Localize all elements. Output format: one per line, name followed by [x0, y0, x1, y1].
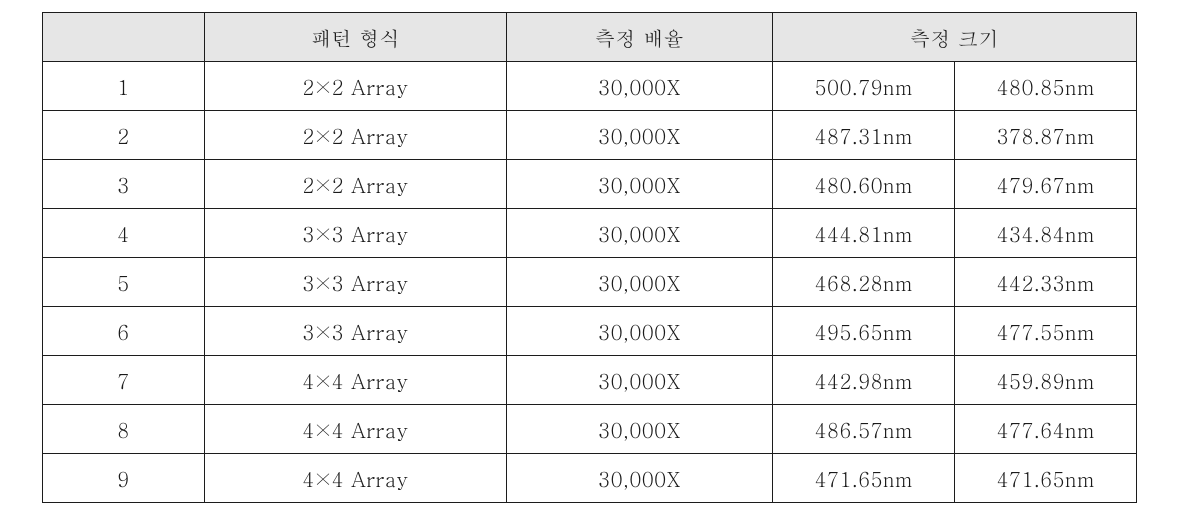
table-row: 12×2 Array30,000X500.79nm480.85nm — [43, 62, 1137, 111]
cell-size2: 459.89nm — [955, 356, 1137, 405]
cell-magnification: 30,000X — [507, 111, 773, 160]
cell-pattern: 4×4 Array — [205, 405, 507, 454]
cell-index: 4 — [43, 209, 205, 258]
cell-index: 2 — [43, 111, 205, 160]
cell-pattern: 3×3 Array — [205, 258, 507, 307]
cell-size2: 477.64nm — [955, 405, 1137, 454]
cell-size1: 442.98nm — [773, 356, 955, 405]
measurement-table: 패턴 형식 측정 배율 측정 크기 12×2 Array30,000X500.7… — [42, 12, 1137, 503]
cell-size2: 477.55nm — [955, 307, 1137, 356]
header-index — [43, 13, 205, 62]
cell-magnification: 30,000X — [507, 258, 773, 307]
table-row: 53×3 Array30,000X468.28nm442.33nm — [43, 258, 1137, 307]
table-row: 94×4 Array30,000X471.65nm471.65nm — [43, 454, 1137, 503]
cell-size2: 378.87nm — [955, 111, 1137, 160]
cell-magnification: 30,000X — [507, 209, 773, 258]
cell-size1: 486.57nm — [773, 405, 955, 454]
cell-size2: 471.65nm — [955, 454, 1137, 503]
cell-index: 7 — [43, 356, 205, 405]
cell-size1: 471.65nm — [773, 454, 955, 503]
table-row: 74×4 Array30,000X442.98nm459.89nm — [43, 356, 1137, 405]
cell-index: 8 — [43, 405, 205, 454]
header-magnification: 측정 배율 — [507, 13, 773, 62]
cell-pattern: 4×4 Array — [205, 454, 507, 503]
table-row: 84×4 Array30,000X486.57nm477.64nm — [43, 405, 1137, 454]
cell-index: 9 — [43, 454, 205, 503]
cell-magnification: 30,000X — [507, 356, 773, 405]
cell-pattern: 2×2 Array — [205, 62, 507, 111]
cell-magnification: 30,000X — [507, 62, 773, 111]
table-header-row: 패턴 형식 측정 배율 측정 크기 — [43, 13, 1137, 62]
cell-size2: 479.67nm — [955, 160, 1137, 209]
cell-size2: 434.84nm — [955, 209, 1137, 258]
cell-pattern: 2×2 Array — [205, 111, 507, 160]
cell-size1: 480.60nm — [773, 160, 955, 209]
cell-pattern: 3×3 Array — [205, 209, 507, 258]
header-size: 측정 크기 — [773, 13, 1137, 62]
cell-size2: 442.33nm — [955, 258, 1137, 307]
cell-magnification: 30,000X — [507, 405, 773, 454]
cell-magnification: 30,000X — [507, 307, 773, 356]
table-row: 22×2 Array30,000X487.31nm378.87nm — [43, 111, 1137, 160]
cell-size1: 500.79nm — [773, 62, 955, 111]
header-pattern: 패턴 형식 — [205, 13, 507, 62]
cell-magnification: 30,000X — [507, 160, 773, 209]
cell-size1: 468.28nm — [773, 258, 955, 307]
table-row: 43×3 Array30,000X444.81nm434.84nm — [43, 209, 1137, 258]
table-row: 32×2 Array30,000X480.60nm479.67nm — [43, 160, 1137, 209]
cell-index: 5 — [43, 258, 205, 307]
cell-size2: 480.85nm — [955, 62, 1137, 111]
cell-size1: 444.81nm — [773, 209, 955, 258]
cell-index: 6 — [43, 307, 205, 356]
cell-index: 1 — [43, 62, 205, 111]
table-row: 63×3 Array30,000X495.65nm477.55nm — [43, 307, 1137, 356]
cell-index: 3 — [43, 160, 205, 209]
cell-pattern: 3×3 Array — [205, 307, 507, 356]
cell-pattern: 4×4 Array — [205, 356, 507, 405]
cell-size1: 487.31nm — [773, 111, 955, 160]
cell-pattern: 2×2 Array — [205, 160, 507, 209]
cell-size1: 495.65nm — [773, 307, 955, 356]
cell-magnification: 30,000X — [507, 454, 773, 503]
